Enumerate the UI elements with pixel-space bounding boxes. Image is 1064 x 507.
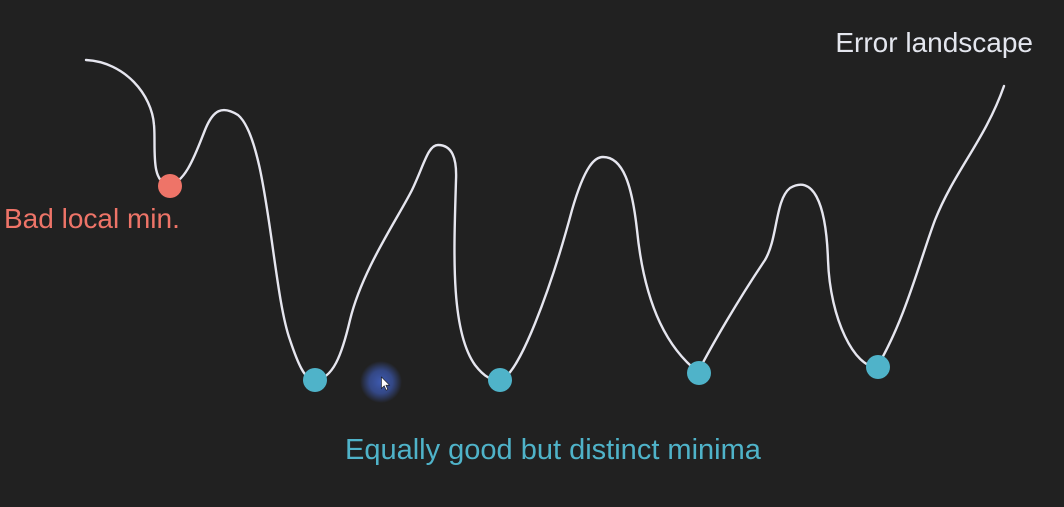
good-minimum-marker-4	[866, 355, 890, 379]
mouse-pointer-icon	[381, 376, 391, 391]
good-minima-label: Equally good but distinct minima	[345, 434, 761, 466]
good-minimum-marker-2	[488, 368, 512, 392]
bad-minimum-marker	[158, 174, 182, 198]
good-minimum-marker-1	[303, 368, 327, 392]
diagram-title: Error landscape	[835, 27, 1033, 58]
cursor-highlight	[360, 361, 402, 403]
error-curve	[84, 58, 1006, 382]
good-minimum-marker-3	[687, 361, 711, 385]
bad-minimum-label: Bad local min.	[4, 203, 180, 234]
